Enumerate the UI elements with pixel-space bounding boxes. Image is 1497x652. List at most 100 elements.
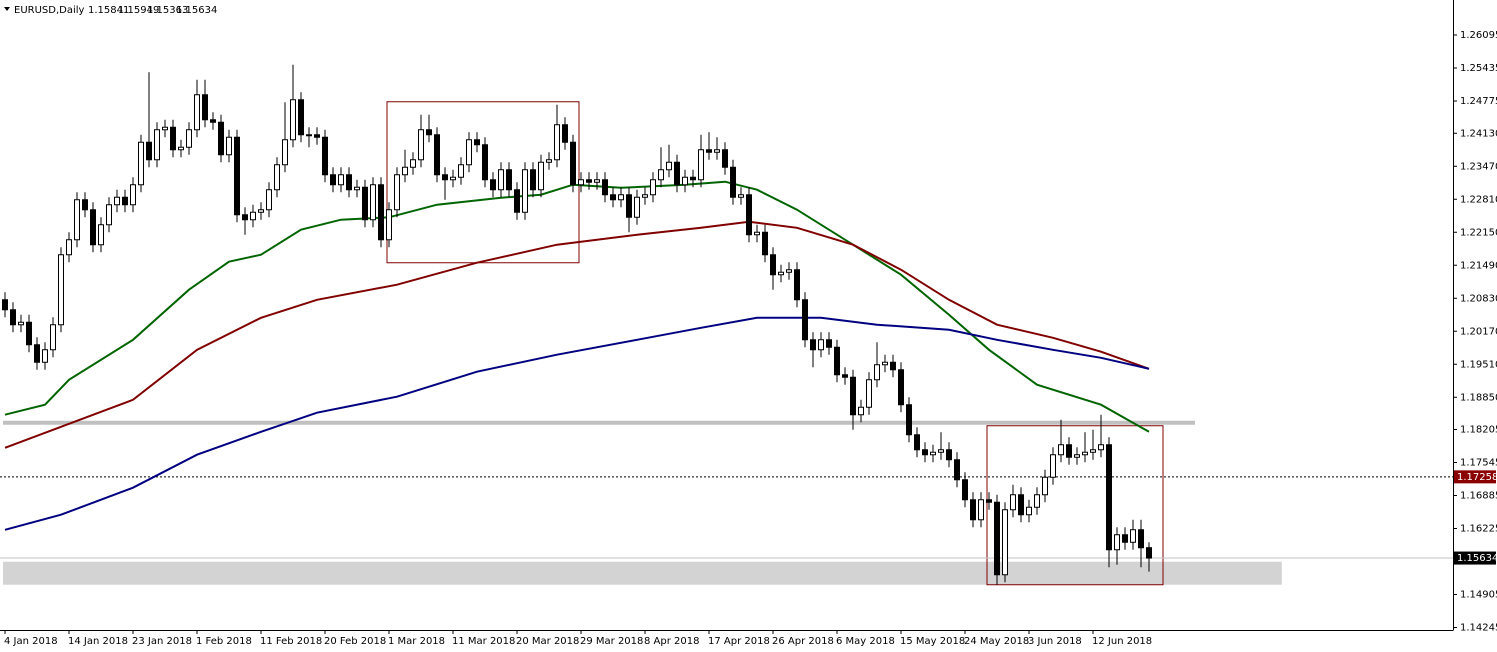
candle-body bbox=[970, 499, 976, 521]
level-tag bbox=[1454, 470, 1496, 484]
candle-body bbox=[1098, 444, 1104, 451]
header-close: 1.15634 bbox=[176, 5, 217, 16]
candle-body bbox=[826, 339, 832, 348]
candle-body bbox=[842, 374, 848, 378]
header-low: 1.15363 bbox=[147, 5, 188, 16]
candle-body bbox=[298, 99, 304, 136]
candle-body bbox=[578, 179, 584, 186]
candle-body bbox=[474, 139, 480, 146]
candle-body bbox=[170, 126, 176, 151]
candle-body bbox=[666, 161, 672, 171]
x-tick-label: 11 Feb 2018 bbox=[260, 636, 322, 647]
candle-body bbox=[1026, 506, 1032, 516]
x-tick-label: 6 May 2018 bbox=[836, 636, 895, 647]
candle-body bbox=[818, 339, 824, 351]
candle-body bbox=[322, 136, 328, 176]
candle-body bbox=[306, 134, 312, 137]
candle-body bbox=[1074, 454, 1080, 458]
candle-body bbox=[42, 349, 48, 363]
candle-body bbox=[138, 141, 144, 186]
candle-body bbox=[626, 194, 632, 218]
candle-body bbox=[1082, 451, 1088, 456]
candle-body bbox=[1106, 444, 1112, 551]
candle-body bbox=[698, 149, 704, 181]
candle-body bbox=[154, 129, 160, 161]
candle-body bbox=[410, 159, 416, 168]
y-tick-label: 1.24130 bbox=[1460, 128, 1497, 139]
candle-body bbox=[18, 321, 24, 326]
menu-triangle[interactable] bbox=[4, 7, 10, 11]
y-tick-label: 1.25435 bbox=[1460, 63, 1497, 74]
candle-body bbox=[314, 134, 320, 138]
x-tick-label: 4 Jan 2018 bbox=[4, 636, 58, 647]
y-tick-label: 1.19510 bbox=[1460, 359, 1497, 370]
candle-body bbox=[1066, 444, 1072, 458]
candle-body bbox=[34, 344, 40, 363]
candle-body bbox=[114, 196, 120, 206]
header-open: 1.15841 bbox=[88, 5, 129, 16]
candle-body bbox=[866, 379, 872, 408]
candle-body bbox=[602, 179, 608, 196]
candle-body bbox=[274, 164, 280, 191]
candle-body bbox=[370, 184, 376, 221]
candle-body bbox=[802, 299, 808, 341]
candle-body bbox=[458, 164, 464, 178]
moving-average bbox=[4, 316, 1150, 531]
candle-body bbox=[922, 449, 928, 456]
candle-body bbox=[1114, 534, 1120, 551]
y-tick-label: 1.18850 bbox=[1460, 392, 1497, 403]
y-tick-label: 1.23470 bbox=[1460, 161, 1497, 172]
candle-body bbox=[618, 194, 624, 201]
candle-body bbox=[362, 186, 368, 221]
candle-body bbox=[10, 309, 16, 326]
candle-body bbox=[50, 324, 56, 351]
candle-body bbox=[98, 224, 104, 246]
candle-body bbox=[74, 199, 80, 241]
candle-body bbox=[642, 194, 648, 198]
x-tick-label: 11 Mar 2018 bbox=[452, 636, 515, 647]
candle-body bbox=[66, 239, 72, 256]
candle-body bbox=[354, 186, 360, 191]
candle-body bbox=[986, 499, 992, 503]
candle-body bbox=[682, 176, 688, 186]
x-tick-label: 3 Jun 2018 bbox=[1028, 636, 1082, 647]
candle-body bbox=[546, 159, 552, 163]
x-tick-label: 20 Mar 2018 bbox=[516, 636, 579, 647]
candle-body bbox=[1018, 494, 1024, 516]
candle-body bbox=[834, 346, 840, 376]
y-tick-label: 1.14905 bbox=[1460, 590, 1497, 601]
x-tick-label: 20 Feb 2018 bbox=[324, 636, 386, 647]
candle-body bbox=[794, 269, 800, 301]
y-tick-label: 1.20830 bbox=[1460, 293, 1497, 304]
level-tag-label: 1.17258 bbox=[1457, 472, 1497, 483]
axes: 1.26095 1.25435 1.24775 1.24130 1.23470 1.228… bbox=[4, 30, 1497, 647]
candle-body bbox=[706, 149, 712, 153]
x-tick-label: 24 May 2018 bbox=[964, 636, 1029, 647]
candle-body bbox=[938, 449, 944, 453]
candle-body bbox=[522, 169, 528, 213]
candle-body bbox=[978, 499, 984, 521]
chart-title: EURUSD,Daily bbox=[14, 5, 85, 16]
bid-tag bbox=[1454, 551, 1496, 565]
candle-body bbox=[890, 361, 896, 371]
candle-body bbox=[594, 179, 600, 183]
candles bbox=[2, 64, 1152, 585]
candle-body bbox=[242, 214, 248, 221]
candle-body bbox=[962, 479, 968, 501]
candle-body bbox=[250, 211, 256, 221]
candle-body bbox=[514, 189, 520, 213]
candle-body bbox=[386, 209, 392, 241]
candle-body bbox=[1058, 444, 1064, 456]
x-tick-label: 23 Jan 2018 bbox=[132, 636, 192, 647]
candle-body bbox=[882, 361, 888, 366]
candle-body bbox=[434, 134, 440, 176]
candle-body bbox=[554, 124, 560, 161]
candle-body bbox=[658, 169, 664, 181]
candle-body bbox=[674, 161, 680, 186]
candle-body bbox=[954, 459, 960, 481]
candle-body bbox=[378, 184, 384, 241]
candle-body bbox=[994, 501, 1000, 576]
candle-body bbox=[730, 166, 736, 198]
